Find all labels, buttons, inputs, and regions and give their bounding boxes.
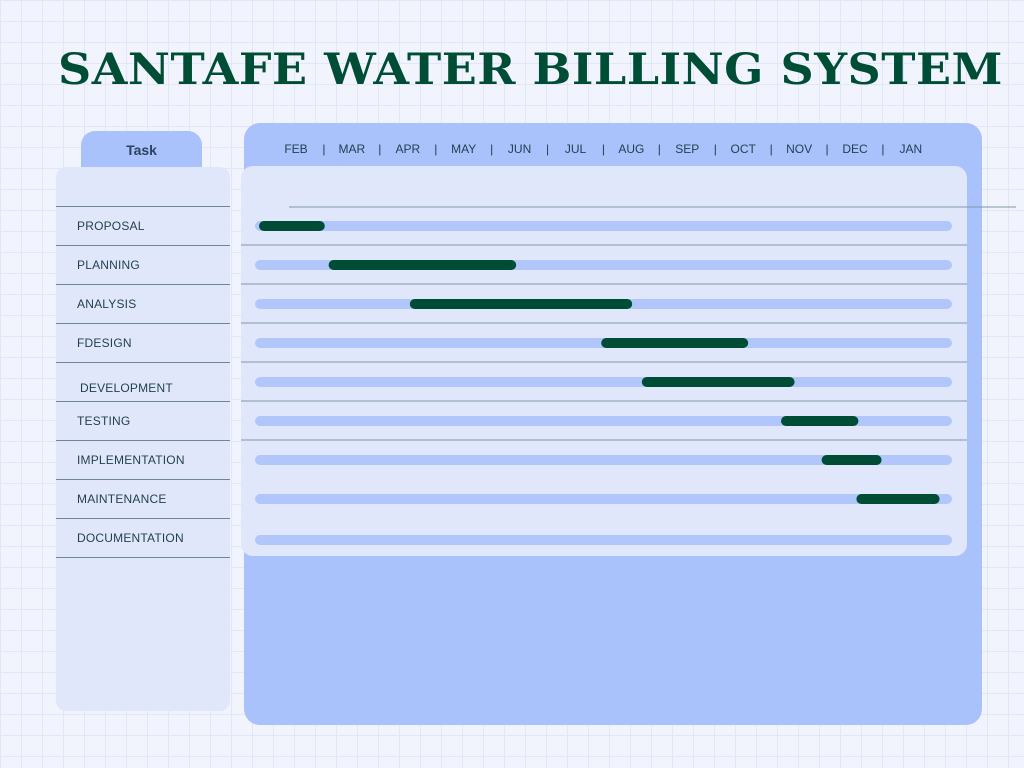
month-separator: |	[601, 142, 605, 156]
task-label-development: DEVELOPMENT	[80, 381, 173, 395]
task-list-panel: PROPOSAL PLANNING ANALYSIS FDESIGN DEVELOPME…	[56, 167, 230, 711]
month-label-sep: SEP	[675, 142, 700, 156]
month-label-nov: NOV	[786, 142, 813, 156]
task-label-documentation: DOCUMENTATION	[77, 531, 184, 545]
task-row-divider	[56, 518, 230, 519]
page-title: SANTAFE WATER BILLING SYSTEM	[58, 44, 1003, 95]
task-label-testing: TESTING	[77, 414, 131, 428]
month-label-may: MAY	[451, 142, 477, 156]
month-label-jan: JAN	[899, 142, 923, 156]
month-label-apr: APR	[395, 142, 421, 156]
task-label-planning: PLANNING	[77, 258, 140, 272]
month-label-jul: JUL	[564, 142, 587, 156]
task-row-divider	[56, 479, 230, 480]
month-label-feb: FEB	[284, 142, 308, 156]
task-row-divider	[56, 245, 230, 246]
task-label-maintenance: MAINTENANCE	[77, 492, 167, 506]
month-label-jun: JUN	[507, 142, 532, 156]
task-row-divider	[56, 284, 230, 285]
task-label-analysis: ANALYSIS	[77, 297, 137, 311]
task-label-proposal: PROPOSAL	[77, 219, 145, 233]
month-separator: |	[881, 142, 885, 156]
month-separator: |	[825, 142, 829, 156]
month-separator: |	[378, 142, 382, 156]
task-row-divider	[56, 323, 230, 324]
task-row-divider	[56, 401, 230, 402]
month-label-aug: AUG	[618, 142, 645, 156]
month-separator: |	[490, 142, 494, 156]
month-label-mar: MAR	[338, 142, 366, 156]
month-separator: |	[545, 142, 550, 156]
task-row-divider	[56, 206, 230, 207]
month-separator: |	[322, 142, 326, 156]
month-label-dec: DEC	[842, 142, 868, 156]
month-separator: |	[713, 142, 717, 156]
task-label-fdesign: FDESIGN	[77, 336, 132, 350]
month-separator: |	[434, 142, 438, 156]
month-separator: |	[769, 142, 773, 156]
month-label-oct: OCT	[730, 142, 756, 156]
task-row-divider	[56, 440, 230, 441]
task-label-implementation: IMPLEMENTATION	[77, 453, 185, 467]
month-header: FEB | MAR | APR | MAY | JUN | JUL | AUG | SEP | OCT | NOV |…	[244, 142, 982, 158]
task-row-divider	[56, 362, 230, 363]
month-separator: |	[657, 142, 661, 156]
task-row-divider	[56, 557, 230, 558]
